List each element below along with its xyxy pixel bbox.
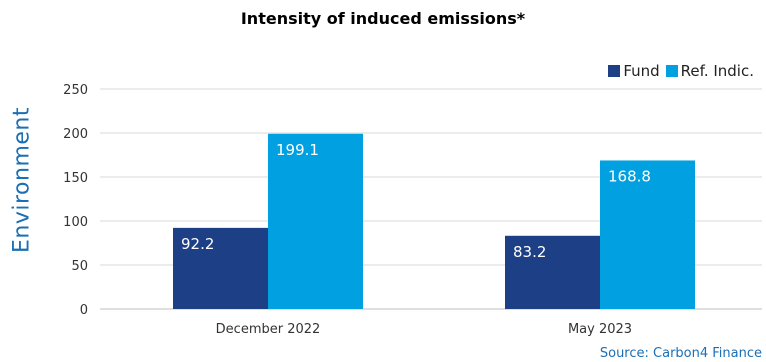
data-label: 168.8 xyxy=(608,167,651,185)
y-tick-label: 100 xyxy=(63,215,88,230)
y-tick-label: 200 xyxy=(63,127,88,142)
bar-fund xyxy=(173,227,268,309)
x-tick-label: December 2022 xyxy=(216,322,321,337)
bar-ref xyxy=(600,160,695,309)
x-tick-label: May 2023 xyxy=(568,322,632,337)
data-label: 92.2 xyxy=(181,235,214,253)
legend: Fund Ref. Indic. xyxy=(602,62,754,80)
y-tick-label: 250 xyxy=(63,83,88,98)
source-note: Source: Carbon4 Finance xyxy=(599,346,762,361)
bar-ref xyxy=(268,133,363,309)
legend-label-fund: Fund xyxy=(623,62,660,80)
legend-item-fund: Fund xyxy=(608,62,660,80)
y-tick-label: 50 xyxy=(71,259,88,274)
bar-fund xyxy=(505,235,600,309)
data-label: 199.1 xyxy=(276,141,319,159)
legend-swatch-ref xyxy=(665,65,678,77)
legend-label-ref: Ref. Indic. xyxy=(680,62,754,80)
legend-swatch-fund xyxy=(608,65,621,77)
legend-item-ref: Ref. Indic. xyxy=(665,62,754,80)
data-label: 83.2 xyxy=(513,243,546,261)
chart-title: Intensity of induced emissions* xyxy=(240,9,526,28)
y-tick-label: 150 xyxy=(63,171,88,186)
y-tick-label: 0 xyxy=(80,303,88,318)
